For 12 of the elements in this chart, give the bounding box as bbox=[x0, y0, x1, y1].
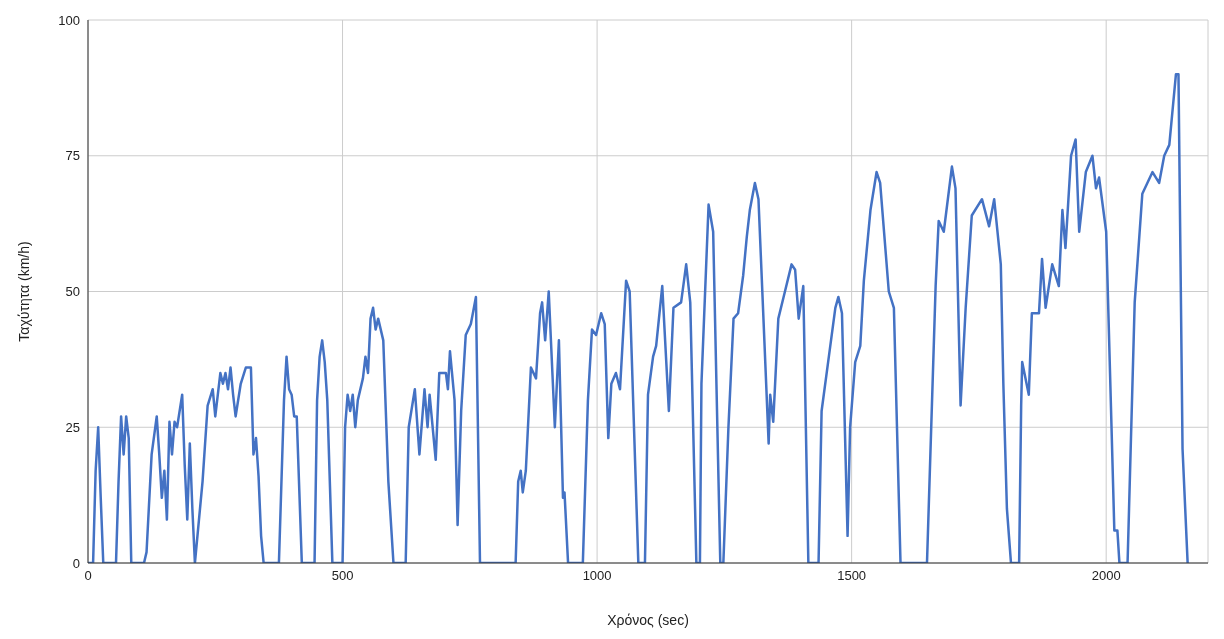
x-axis-title: Χρόνος (sec) bbox=[607, 611, 689, 628]
y-tick-label: 75 bbox=[65, 148, 80, 164]
y-tick-label: 100 bbox=[58, 12, 80, 28]
x-tick-label: 500 bbox=[331, 568, 354, 584]
x-tick-label: 0 bbox=[84, 568, 92, 584]
y-tick-label: 25 bbox=[65, 419, 80, 435]
x-tick-label: 2000 bbox=[1091, 568, 1121, 584]
y-tick-label: 50 bbox=[65, 284, 80, 300]
y-axis-title: Ταχύτητα (km/h) bbox=[15, 241, 32, 342]
y-tick-label: 0 bbox=[72, 555, 80, 571]
x-tick-label: 1500 bbox=[837, 568, 867, 584]
x-tick-label: 1000 bbox=[582, 568, 612, 584]
